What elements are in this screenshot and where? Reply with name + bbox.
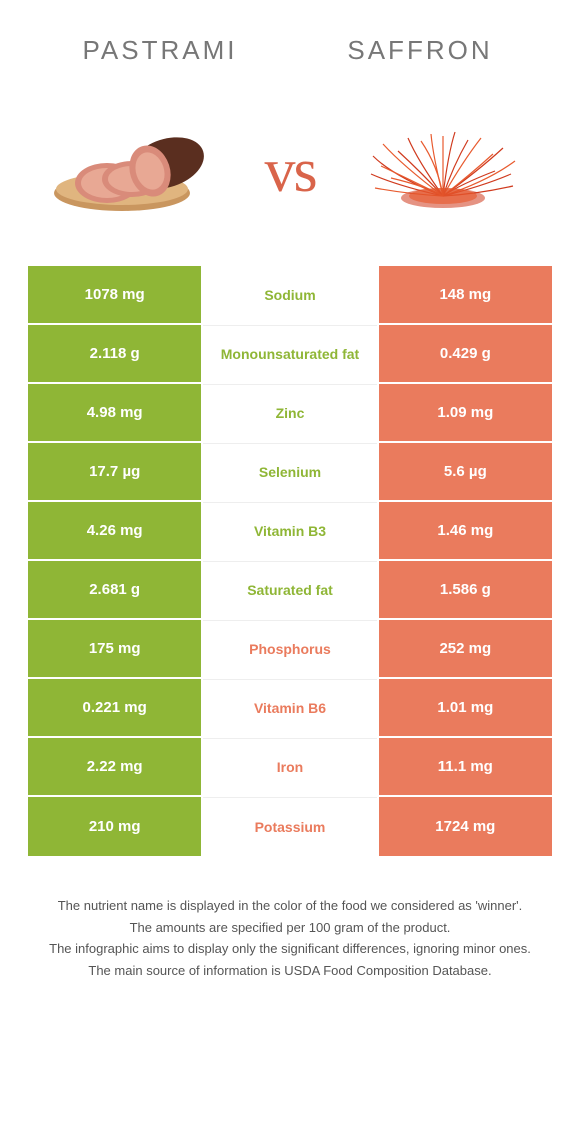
left-value: 2.681 g: [28, 561, 203, 618]
footer-line: The infographic aims to display only the…: [30, 939, 550, 959]
left-value: 4.26 mg: [28, 502, 203, 559]
saffron-image: [326, 116, 560, 226]
nutrient-label: Phosphorus: [203, 620, 376, 677]
table-row: 2.22 mgIron11.1 mg: [28, 738, 552, 797]
nutrient-label: Potassium: [203, 797, 376, 856]
title-row: PASTRAMI SAFFRON: [0, 0, 580, 86]
table-row: 2.118 gMonounsaturated fat0.429 g: [28, 325, 552, 384]
footer-notes: The nutrient name is displayed in the co…: [0, 856, 580, 1002]
table-row: 0.221 mgVitamin B61.01 mg: [28, 679, 552, 738]
left-value: 4.98 mg: [28, 384, 203, 441]
left-value: 2.118 g: [28, 325, 203, 382]
nutrient-label: Saturated fat: [203, 561, 376, 618]
right-value: 252 mg: [377, 620, 552, 677]
hero-row: vs: [0, 86, 580, 266]
footer-line: The amounts are specified per 100 gram o…: [30, 918, 550, 938]
right-value: 1.46 mg: [377, 502, 552, 559]
right-value: 11.1 mg: [377, 738, 552, 795]
right-value: 1.09 mg: [377, 384, 552, 441]
table-row: 4.26 mgVitamin B31.46 mg: [28, 502, 552, 561]
footer-line: The main source of information is USDA F…: [30, 961, 550, 981]
right-value: 1.01 mg: [377, 679, 552, 736]
right-value: 1.586 g: [377, 561, 552, 618]
nutrient-label: Sodium: [203, 266, 376, 323]
left-value: 210 mg: [28, 797, 203, 856]
table-row: 1078 mgSodium148 mg: [28, 266, 552, 325]
footer-line: The nutrient name is displayed in the co…: [30, 896, 550, 916]
vs-label: vs: [254, 136, 325, 207]
nutrient-label: Vitamin B3: [203, 502, 376, 559]
left-value: 1078 mg: [28, 266, 203, 323]
nutrient-label: Iron: [203, 738, 376, 795]
table-row: 175 mgPhosphorus252 mg: [28, 620, 552, 679]
right-value: 0.429 g: [377, 325, 552, 382]
table-row: 17.7 µgSelenium5.6 µg: [28, 443, 552, 502]
table-row: 210 mgPotassium1724 mg: [28, 797, 552, 856]
right-value: 5.6 µg: [377, 443, 552, 500]
comparison-table: 1078 mgSodium148 mg2.118 gMonounsaturate…: [28, 266, 552, 856]
left-value: 175 mg: [28, 620, 203, 677]
nutrient-label: Zinc: [203, 384, 376, 441]
nutrient-label: Vitamin B6: [203, 679, 376, 736]
pastrami-image: [20, 116, 254, 226]
left-value: 17.7 µg: [28, 443, 203, 500]
title-left: PASTRAMI: [30, 35, 290, 66]
left-value: 2.22 mg: [28, 738, 203, 795]
title-right: SAFFRON: [290, 35, 550, 66]
right-value: 1724 mg: [377, 797, 552, 856]
table-row: 4.98 mgZinc1.09 mg: [28, 384, 552, 443]
left-value: 0.221 mg: [28, 679, 203, 736]
nutrient-label: Selenium: [203, 443, 376, 500]
nutrient-label: Monounsaturated fat: [203, 325, 376, 382]
right-value: 148 mg: [377, 266, 552, 323]
table-row: 2.681 gSaturated fat1.586 g: [28, 561, 552, 620]
